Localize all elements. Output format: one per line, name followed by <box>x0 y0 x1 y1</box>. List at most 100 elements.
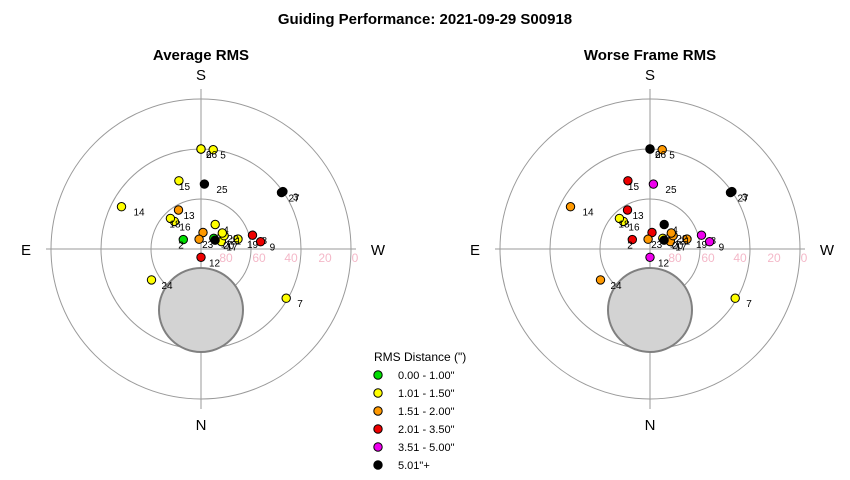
plot-title: Average RMS <box>153 47 249 64</box>
data-point-8 <box>247 230 258 240</box>
data-point-label: 26 <box>206 150 218 161</box>
figure-title: Guiding Performance: 2021-09-29 S00918 <box>278 11 572 28</box>
data-point-label: 15 <box>179 182 191 193</box>
data-point-label: 23 <box>202 240 214 251</box>
data-point-19 <box>682 234 692 244</box>
data-point-20 <box>210 235 220 245</box>
data-point-9 <box>255 237 266 247</box>
data-point-label: 6 <box>206 150 212 161</box>
data-point-7 <box>281 293 291 303</box>
ring-label: 60 <box>701 251 715 265</box>
plot-title: Worse Frame RMS <box>584 47 716 64</box>
data-point-label: 20 <box>223 241 235 252</box>
data-point-label: 2 <box>627 241 633 252</box>
data-point-label: 19 <box>696 240 708 251</box>
data-point-label: 17 <box>675 243 687 254</box>
ring-label: 0 <box>801 251 808 265</box>
data-point-label: 7 <box>297 299 303 310</box>
data-point-23 <box>194 234 204 244</box>
data-point-7 <box>730 293 740 303</box>
legend-item-label: 3.51 - 5.00" <box>398 442 455 454</box>
pier-obstruction-zone <box>607 267 693 353</box>
legend-marker <box>373 460 383 470</box>
legend-marker <box>373 442 383 452</box>
data-point-label: 12 <box>209 258 221 269</box>
data-point-label: 7 <box>746 299 752 310</box>
data-point-25 <box>648 179 659 189</box>
data-point-label: 16 <box>179 222 191 233</box>
ring-label: 80 <box>668 251 682 265</box>
data-point-label: 19 <box>247 240 259 251</box>
data-point-12 <box>645 252 655 262</box>
legend-marker <box>373 406 383 416</box>
legend-marker <box>373 370 383 380</box>
data-point-label: 20 <box>672 241 684 252</box>
data-point-label: 21 <box>230 237 242 248</box>
legend-marker <box>373 388 383 398</box>
data-point-label: 21 <box>679 237 691 248</box>
data-point-label: 11 <box>670 239 681 250</box>
data-point-label: 27 <box>738 194 750 205</box>
data-point-label: 14 <box>583 208 595 219</box>
data-point-label: 23 <box>651 240 663 251</box>
cardinal-west: W <box>820 242 835 259</box>
data-point-label: 13 <box>184 211 196 222</box>
data-point-label: 6 <box>655 150 661 161</box>
data-point-14 <box>116 202 127 212</box>
data-point-label: 5 <box>669 151 675 162</box>
ring-label: 20 <box>767 251 781 265</box>
cardinal-east: E <box>470 242 480 259</box>
data-point-label: 11 <box>221 239 232 250</box>
cardinal-south: S <box>645 67 655 84</box>
legend-item-label: 1.01 - 1.50" <box>398 388 455 400</box>
data-point-18 <box>614 213 625 224</box>
data-point-label: 2 <box>178 241 184 252</box>
data-point-label: 24 <box>611 281 623 292</box>
data-point-12 <box>196 252 206 262</box>
data-point-22 <box>217 228 228 238</box>
cardinal-south: S <box>196 67 206 84</box>
data-point-8 <box>696 230 707 240</box>
data-point-15 <box>623 176 633 186</box>
data-point-9 <box>704 237 715 247</box>
data-point-4 <box>210 219 220 230</box>
data-point-24 <box>595 275 606 285</box>
data-point-14 <box>565 202 576 212</box>
data-point-label: 12 <box>658 258 670 269</box>
data-point-23 <box>643 234 653 244</box>
data-point-24 <box>146 275 157 285</box>
ring-label: 40 <box>284 251 298 265</box>
data-point-label: 24 <box>162 281 174 292</box>
data-point-label: 25 <box>665 185 677 196</box>
data-point-label: 18 <box>169 219 181 230</box>
data-point-13 <box>622 205 633 215</box>
data-point-label: 5 <box>220 151 226 162</box>
data-point-label: 18 <box>618 219 630 230</box>
data-point-15 <box>174 176 184 186</box>
ring-label: 0 <box>352 251 359 265</box>
data-point-18 <box>165 213 176 224</box>
polar-plot-2: Worse Frame RMS806040200SNEW234567891011… <box>470 47 835 434</box>
cardinal-north: N <box>645 417 656 434</box>
data-point-label: 17 <box>226 243 238 254</box>
data-point-label: 3 <box>742 193 748 204</box>
data-point-label: 27 <box>289 194 301 205</box>
data-point-label: 13 <box>633 211 645 222</box>
data-point-22 <box>666 228 676 238</box>
data-point-27 <box>276 187 287 198</box>
data-point-27 <box>725 187 736 198</box>
data-point-label: 22 <box>227 234 239 245</box>
data-point-label: 3 <box>293 193 299 204</box>
legend-item-label: 0.00 - 1.00" <box>398 370 455 382</box>
data-point-20 <box>659 235 669 245</box>
ring-label: 20 <box>318 251 332 265</box>
data-point-5 <box>208 145 218 155</box>
data-point-4 <box>659 219 669 230</box>
legend-title: RMS Distance (") <box>374 350 466 364</box>
data-point-26 <box>645 144 655 154</box>
polar-plot-1: Average RMS806040200SNEW2345678910111213… <box>21 47 386 434</box>
ring-label: 60 <box>252 251 266 265</box>
data-point-label: 9 <box>719 243 725 254</box>
data-point-25 <box>199 179 210 189</box>
ring-label: 40 <box>733 251 747 265</box>
